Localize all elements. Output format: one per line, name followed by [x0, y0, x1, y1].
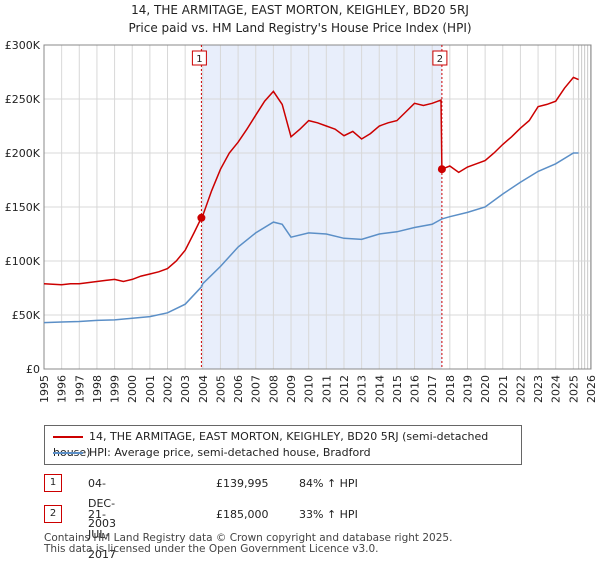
legend-swatch-property	[53, 436, 83, 438]
x-tick-label: 2016	[409, 375, 422, 403]
transaction-date: 21-JUL-2017	[88, 508, 116, 561]
x-tick-label: 2012	[338, 375, 351, 403]
x-tick-label: 1996	[56, 375, 69, 403]
legend-swatch-hpi	[53, 452, 83, 454]
transaction-hpi: 33% ↑ HPI	[299, 508, 358, 521]
y-tick-label: £200K	[5, 147, 41, 160]
x-tick-label: 2011	[320, 375, 333, 403]
transaction-price: £185,000	[216, 508, 269, 521]
footer-licence: This data is licensed under the Open Gov…	[44, 543, 379, 555]
series-line	[43, 76, 579, 286]
sale-marker-box	[432, 50, 448, 66]
x-tick-label: 2001	[144, 375, 157, 403]
series-line	[43, 152, 579, 324]
legend-item-hpi: HPI: Average price, semi-detached house,…	[53, 445, 371, 461]
chart-title: 14, THE ARMITAGE, EAST MORTON, KEIGHLEY,…	[131, 3, 469, 17]
footer-copyright: Contains HM Land Registry data © Crown c…	[44, 532, 453, 544]
sale-marker-label: 2	[437, 54, 443, 65]
chart-subtitle: Price paid vs. HM Land Registry's House …	[128, 21, 472, 35]
x-tick-label: 2018	[444, 375, 457, 403]
sale-point	[437, 165, 446, 174]
x-tick-label: 2003	[179, 375, 192, 403]
x-tick-label: 1998	[91, 375, 104, 403]
y-tick-label: £250K	[5, 93, 41, 106]
x-tick-label: 2014	[373, 375, 386, 403]
y-tick-label: £0	[26, 363, 40, 376]
x-tick-label: 2004	[197, 375, 210, 403]
x-tick-label: 2013	[356, 375, 369, 403]
x-tick-label: 2023	[532, 375, 545, 403]
y-tick-label: £150K	[5, 201, 41, 214]
transaction-number: 2	[44, 505, 62, 523]
x-tick-label: 2010	[303, 375, 316, 403]
legend: 14, THE ARMITAGE, EAST MORTON, KEIGHLEY,…	[44, 425, 522, 465]
x-tick-label: 2006	[232, 375, 245, 403]
x-tick-label: 2021	[497, 375, 510, 403]
x-tick-label: 1999	[109, 375, 122, 403]
y-tick-label: £50K	[12, 309, 41, 322]
sale-marker-box	[191, 50, 207, 66]
sale-point	[197, 213, 206, 222]
x-tick-label: 2002	[162, 375, 175, 403]
x-tick-label: 2008	[267, 375, 280, 403]
transaction-number: 1	[44, 474, 62, 492]
x-tick-label: 2009	[285, 375, 298, 403]
x-tick-label: 2020	[479, 375, 492, 403]
legend-label-hpi: HPI: Average price, semi-detached house,…	[89, 446, 371, 459]
x-tick-label: 2024	[550, 375, 563, 403]
y-tick-label: £300K	[5, 39, 41, 52]
x-tick-label: 2022	[514, 375, 527, 403]
sale-marker-label: 1	[196, 54, 202, 65]
x-tick-label: 2026	[585, 375, 598, 403]
x-tick-label: 2019	[461, 375, 474, 403]
transaction-price: £139,995	[216, 477, 269, 490]
transaction-date: 04-DEC-2003	[88, 477, 116, 530]
x-tick-label: 2005	[214, 375, 227, 403]
x-tick-label: 1997	[73, 375, 86, 403]
legend-item-property: 14, THE ARMITAGE, EAST MORTON, KEIGHLEY,…	[53, 429, 521, 459]
x-tick-label: 2017	[426, 375, 439, 403]
x-tick-label: 2015	[391, 375, 404, 403]
y-tick-label: £100K	[5, 255, 41, 268]
x-tick-label: 2000	[126, 375, 139, 403]
x-tick-label: 2025	[567, 375, 580, 403]
price-chart: £0 £50K £100K £150K £200K £250K £300K 1995 1996 1…	[5, 39, 598, 403]
transaction-hpi: 84% ↑ HPI	[299, 477, 358, 490]
plot-frame	[43, 44, 592, 370]
x-tick-label: 2007	[250, 375, 263, 403]
x-tick-label: 1995	[38, 375, 51, 403]
